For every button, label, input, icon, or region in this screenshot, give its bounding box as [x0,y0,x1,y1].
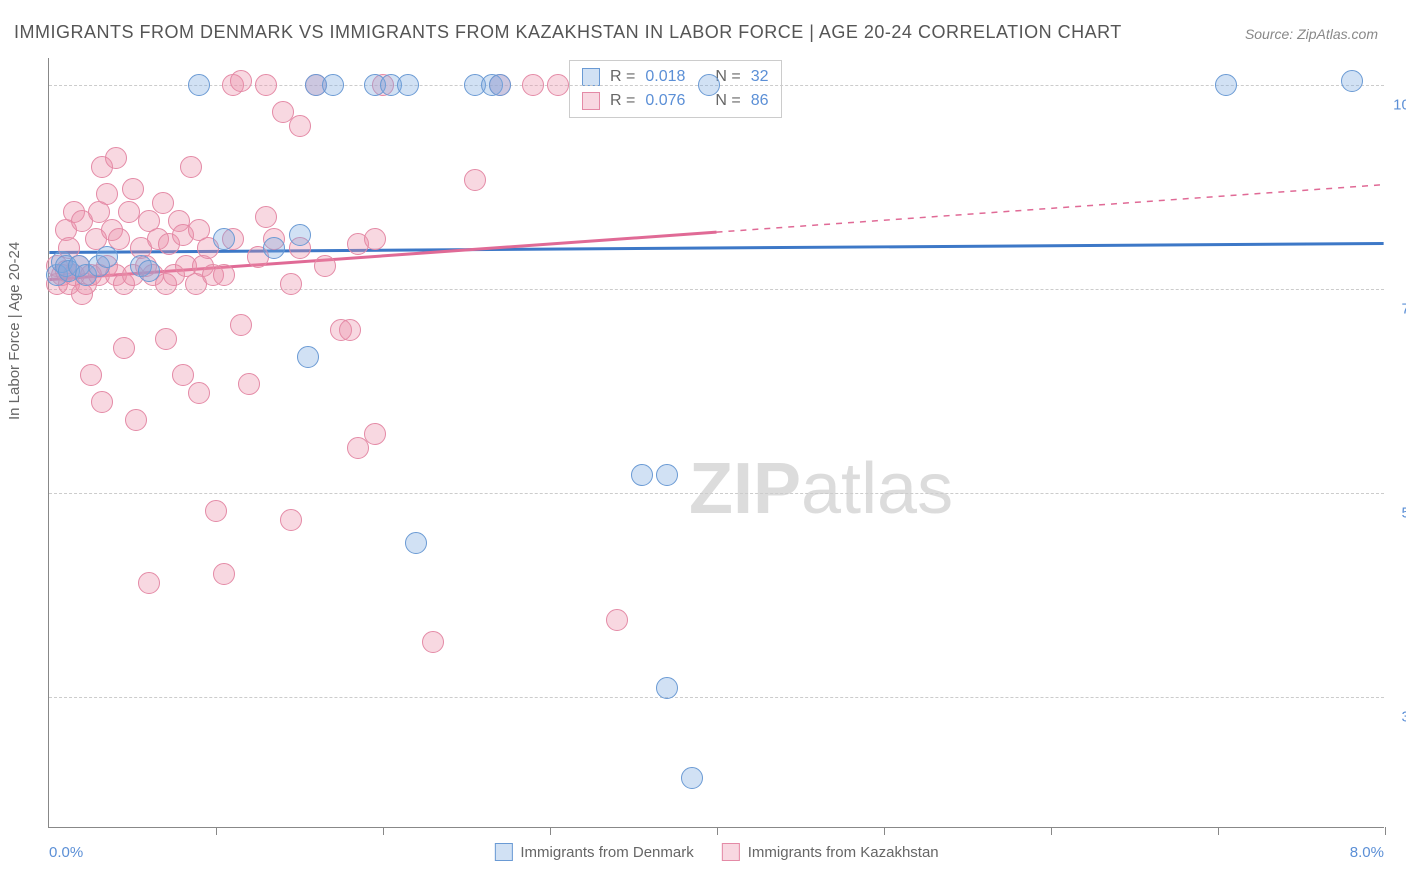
x-tick [884,827,885,835]
trend-lines-layer [49,58,1384,827]
x-tick [550,827,551,835]
data-point-kazakhstan [422,631,444,653]
gridline [49,697,1384,698]
data-point-kazakhstan [230,314,252,336]
legend-item-kazakhstan: Immigrants from Kazakhstan [722,843,939,861]
data-point-denmark [1215,74,1237,96]
data-point-kazakhstan [118,201,140,223]
chart-title: IMMIGRANTS FROM DENMARK VS IMMIGRANTS FR… [14,22,1122,43]
data-point-denmark [289,224,311,246]
data-point-kazakhstan [238,373,260,395]
stats-row-kazakhstan: R = 0.076 N = 86 [582,89,769,113]
data-point-denmark [698,74,720,96]
denmark-swatch-icon [582,68,600,86]
plot-area: ZIPatlas R = 0.018 N = 32 R = 0.076 N = … [48,58,1384,828]
data-point-denmark [1341,70,1363,92]
watermark: ZIPatlas [689,448,953,530]
data-point-kazakhstan [606,609,628,631]
data-point-kazakhstan [122,178,144,200]
data-point-kazakhstan [80,364,102,386]
data-point-kazakhstan [289,115,311,137]
data-point-kazakhstan [91,391,113,413]
x-axis-max-label: 8.0% [1350,844,1384,861]
data-point-kazakhstan [125,409,147,431]
data-point-kazakhstan [213,563,235,585]
data-point-kazakhstan [213,264,235,286]
y-axis-label: In Labor Force | Age 20-24 [6,242,23,420]
data-point-denmark [138,260,160,282]
data-point-kazakhstan [364,228,386,250]
kazakhstan-swatch-icon [722,843,740,861]
x-tick [1051,827,1052,835]
data-point-kazakhstan [230,70,252,92]
kazakhstan-swatch-icon [582,92,600,110]
denmark-label: Immigrants from Denmark [520,844,693,861]
data-point-kazakhstan [255,206,277,228]
data-point-kazakhstan [152,192,174,214]
data-point-kazakhstan [280,273,302,295]
data-point-denmark [397,74,419,96]
data-point-denmark [656,464,678,486]
series-legend: Immigrants from Denmark Immigrants from … [494,843,938,861]
x-tick [717,827,718,835]
y-tick-label: 100.0% [1393,97,1406,114]
data-point-kazakhstan [138,572,160,594]
data-point-kazakhstan [105,147,127,169]
x-tick [216,827,217,835]
data-point-kazakhstan [464,169,486,191]
y-tick-label: 32.5% [1401,708,1406,725]
x-axis-min-label: 0.0% [49,844,83,861]
n-label: N = [715,89,740,113]
y-tick-label: 55.0% [1401,504,1406,521]
data-point-denmark [96,246,118,268]
data-point-kazakhstan [547,74,569,96]
data-point-kazakhstan [180,156,202,178]
data-point-denmark [656,677,678,699]
data-point-kazakhstan [339,319,361,341]
legend-item-denmark: Immigrants from Denmark [494,843,693,861]
data-point-kazakhstan [280,509,302,531]
data-point-kazakhstan [314,255,336,277]
data-point-denmark [297,346,319,368]
y-tick-label: 77.5% [1401,301,1406,318]
data-point-denmark [213,228,235,250]
data-point-kazakhstan [255,74,277,96]
data-point-denmark [188,74,210,96]
data-point-kazakhstan [205,500,227,522]
data-point-denmark [631,464,653,486]
r-label: R = [610,89,635,113]
source-attribution: Source: ZipAtlas.com [1245,26,1378,42]
x-tick [1385,827,1386,835]
x-tick [1218,827,1219,835]
data-point-denmark [263,237,285,259]
kazakhstan-n-value: 86 [751,89,769,113]
data-point-kazakhstan [522,74,544,96]
data-point-kazakhstan [188,382,210,404]
data-point-denmark [489,74,511,96]
data-point-kazakhstan [96,183,118,205]
data-point-kazakhstan [172,364,194,386]
denmark-swatch-icon [494,843,512,861]
data-point-kazakhstan [113,337,135,359]
stats-legend: R = 0.018 N = 32 R = 0.076 N = 86 [569,60,782,118]
data-point-kazakhstan [155,328,177,350]
data-point-denmark [681,767,703,789]
x-tick [383,827,384,835]
data-point-denmark [405,532,427,554]
gridline [49,493,1384,494]
data-point-denmark [322,74,344,96]
kazakhstan-label: Immigrants from Kazakhstan [748,844,939,861]
kazakhstan-r-value: 0.076 [645,89,685,113]
gridline [49,289,1384,290]
data-point-kazakhstan [364,423,386,445]
